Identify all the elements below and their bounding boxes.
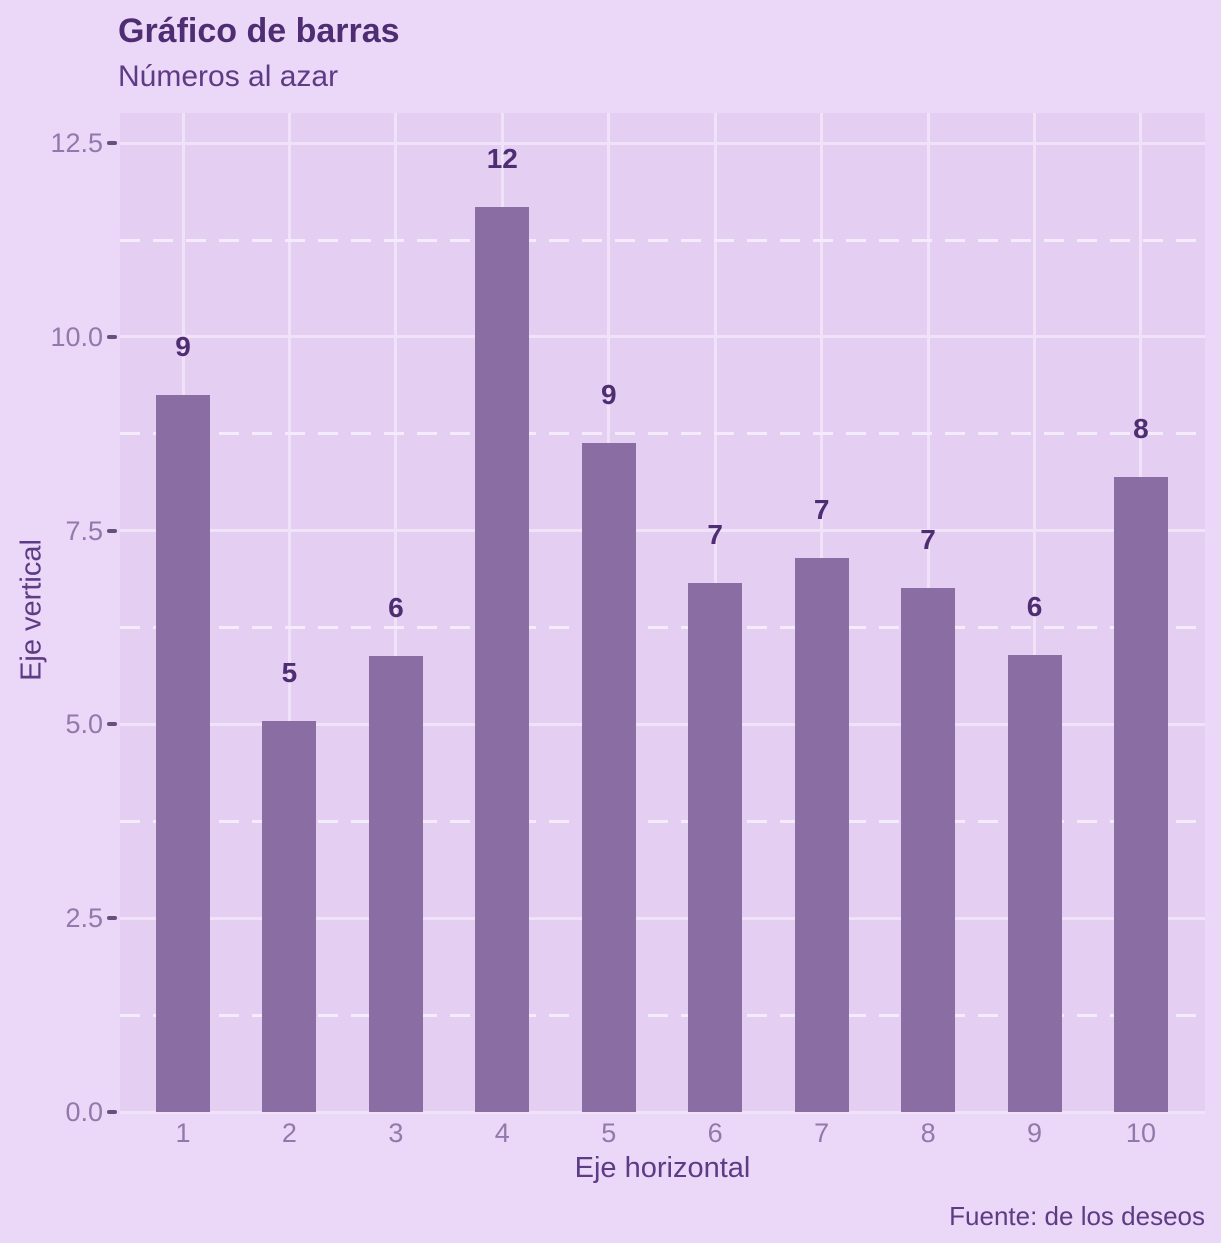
bar-value-label: 8 <box>1133 413 1149 445</box>
gridline-vertical <box>1033 113 1037 1112</box>
x-axis-title: Eje horizontal <box>574 1152 751 1184</box>
gridline-minor <box>120 819 1205 823</box>
bar <box>1113 477 1168 1112</box>
x-tick-label: 2 <box>281 1118 297 1148</box>
y-tick-label: 7.5 <box>65 515 103 546</box>
chart-title: Gráfico de barras <box>118 12 400 50</box>
bar-value-label: 9 <box>175 331 191 363</box>
y-tick-label: 2.5 <box>65 903 103 934</box>
x-tick-label: 3 <box>388 1118 404 1148</box>
x-tick-label: 9 <box>1027 1118 1043 1148</box>
bar-value-label: 6 <box>388 592 404 624</box>
bar <box>794 557 849 1112</box>
gridline-major <box>120 722 1205 726</box>
gridline-major <box>120 529 1205 533</box>
plot-panel: 9 5 6 12 9 7 7 7 6 8 <box>120 113 1205 1114</box>
x-tick-label: 10 <box>1125 1118 1156 1148</box>
bar-value-label: 5 <box>281 656 298 688</box>
bar-value-label: 7 <box>707 518 723 550</box>
x-tick-label: 7 <box>814 1118 830 1148</box>
gridline-major <box>120 916 1205 920</box>
bar-value-label: 6 <box>1026 590 1043 622</box>
x-tick-label: 1 <box>175 1118 191 1148</box>
gridline-major <box>120 1110 1205 1114</box>
bar <box>901 588 956 1112</box>
y-tick-label: 10.0 <box>50 321 103 352</box>
bar <box>475 206 530 1112</box>
x-tick-label: 8 <box>920 1118 936 1148</box>
bar-value-label: 12 <box>486 142 518 174</box>
bar-value-label: 7 <box>813 493 830 525</box>
y-tick-label: 5.0 <box>65 709 103 740</box>
bar-value-label: 9 <box>600 379 617 411</box>
y-tick-mark <box>107 722 117 727</box>
gridline-major <box>120 141 1205 145</box>
gridline-minor <box>120 432 1205 436</box>
y-tick-mark <box>107 528 117 533</box>
bar-value-label: 7 <box>920 524 936 556</box>
chart-subtitle: Números al azar <box>118 60 339 93</box>
y-tick-label: 0.0 <box>65 1097 103 1127</box>
gridline-vertical <box>394 113 398 1112</box>
y-tick-mark <box>107 141 117 146</box>
x-tick-label: 6 <box>707 1118 723 1148</box>
bar <box>262 720 317 1112</box>
bar <box>156 395 210 1112</box>
gridline-vertical <box>287 113 291 1112</box>
x-tick-label: 5 <box>601 1118 617 1148</box>
gridline-minor <box>120 238 1205 242</box>
x-tick-label: 4 <box>494 1118 510 1148</box>
bar <box>1007 654 1062 1112</box>
y-tick-mark <box>107 334 117 339</box>
y-tick-mark <box>107 1110 117 1114</box>
gridline-minor <box>120 626 1205 630</box>
y-tick-mark <box>107 916 117 921</box>
bar <box>581 443 636 1112</box>
bar <box>368 656 423 1112</box>
gridline-minor <box>120 1013 1205 1017</box>
bar <box>688 582 743 1112</box>
gridline-major <box>120 335 1205 339</box>
y-tick-label: 12.5 <box>50 128 103 159</box>
y-axis-title: Eje vertical <box>15 539 48 681</box>
chart-caption: Fuente: de los deseos <box>949 1201 1205 1231</box>
